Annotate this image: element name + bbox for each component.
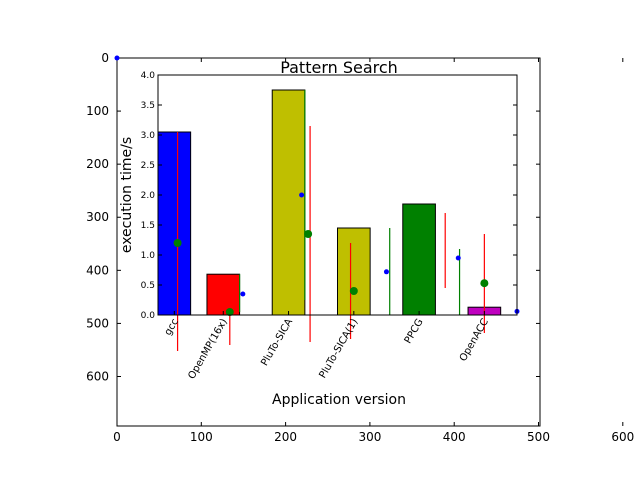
outer-x-tick-label: 400 [443, 430, 466, 444]
corner-point [114, 55, 120, 61]
inner-y-tick-label: 3.0 [141, 131, 156, 141]
outer-y-tick-label: 600 [86, 369, 109, 383]
green-point [225, 308, 234, 316]
bar-openmp-16x- [206, 273, 241, 316]
inner-y-tick-label: 2.0 [141, 191, 156, 201]
inner-y-tick-label: 4.0 [141, 71, 156, 81]
blue-point [383, 269, 389, 275]
x-axis-label: Application version [272, 392, 406, 408]
outer-y-tick-label: 500 [86, 316, 109, 330]
green-point [480, 279, 489, 288]
inner-y-tick-label: 2.5 [141, 161, 155, 171]
blue-point [240, 291, 246, 297]
inner-y-tick-label: 1.0 [141, 251, 156, 261]
inner-y-tick-label: 3.5 [141, 101, 155, 111]
outer-y-tick-label: 100 [86, 104, 109, 118]
green-point [173, 239, 182, 247]
green-point [304, 230, 313, 238]
green-point [349, 287, 358, 295]
chart-title: Pattern Search [280, 58, 398, 77]
bar-pluto-sica-1- [337, 227, 371, 316]
inner-y-tick-label: 0.0 [141, 311, 156, 321]
blue-point [299, 192, 305, 198]
outer-x-tick-label: 300 [358, 430, 381, 444]
outer-x-tick-label: 500 [527, 430, 550, 444]
outer-y-tick-label: 0 [101, 51, 109, 65]
y-axis-label: execution time/s [119, 137, 135, 253]
outer-y-tick-label: 300 [86, 210, 109, 224]
blue-point [455, 255, 461, 261]
outer-x-tick-label: 100 [190, 430, 213, 444]
inner-y-tick-label: 1.5 [141, 221, 155, 231]
bar-ppcg [402, 203, 436, 316]
blue-point [171, 222, 177, 228]
outer-y-tick-label: 200 [86, 157, 109, 171]
outer-x-tick-label: 600 [611, 430, 634, 444]
inner-y-tick-label: 0.5 [141, 281, 155, 291]
bar-pluto-sica [271, 89, 306, 316]
outer-x-tick-label: 0 [113, 430, 121, 444]
outer-y-tick-label: 400 [86, 263, 109, 277]
outer-x-tick-label: 200 [274, 430, 297, 444]
